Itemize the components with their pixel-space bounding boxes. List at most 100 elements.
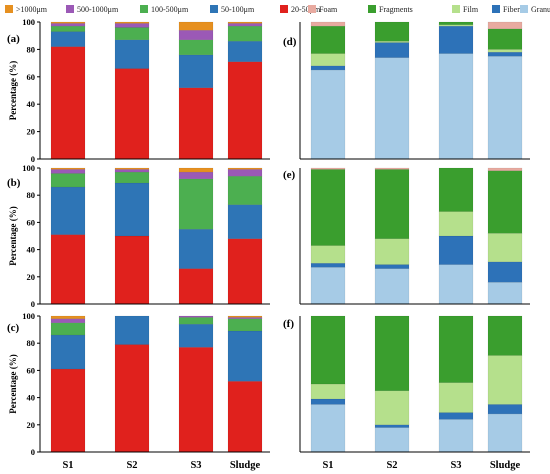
y-axis-label: Percentage (%)	[8, 206, 18, 266]
bar-segment	[50, 167, 86, 170]
bar-segment	[178, 30, 214, 41]
bar-segment	[487, 282, 523, 305]
bar-segment	[227, 238, 263, 305]
bar-segment	[438, 412, 474, 420]
bar-segment	[310, 263, 346, 268]
panel-label: (b)	[7, 177, 21, 189]
bar-segment	[50, 173, 86, 188]
size-legend-label: >1000μm	[16, 5, 48, 14]
bar-segment	[310, 21, 346, 27]
shape-legend-swatch	[308, 5, 316, 13]
bar-segment	[310, 404, 346, 453]
bar-segment	[487, 355, 523, 405]
chart-panel: (d)	[283, 21, 530, 160]
bar-segment	[114, 23, 150, 28]
bar-segment	[374, 268, 410, 305]
bar-segment	[438, 211, 474, 237]
size-legend-label: 100-500μm	[151, 5, 189, 14]
bar-segment	[114, 171, 150, 184]
bar-segment	[310, 398, 346, 405]
bar-segment	[227, 330, 263, 382]
size-legend-swatch	[66, 5, 74, 13]
bar-segment	[438, 382, 474, 413]
y-tick-label: 100	[22, 17, 35, 27]
bar-segment	[487, 167, 523, 171]
bar-segment	[114, 315, 150, 345]
bar-segment	[487, 233, 523, 263]
chart-panel: (e)	[283, 167, 530, 305]
bar-segment	[487, 28, 523, 50]
bar-segment	[50, 318, 86, 324]
y-tick-label: 20	[27, 127, 36, 137]
bar-segment	[227, 315, 263, 318]
bar-segment	[50, 368, 86, 453]
x-tick-label: Sludge	[490, 460, 521, 471]
x-tick-label: S2	[386, 460, 397, 471]
bar-segment	[178, 315, 214, 318]
bar-segment	[374, 427, 410, 453]
y-tick-label: 80	[27, 44, 36, 54]
bar-segment	[487, 21, 523, 30]
bar-segment	[374, 21, 410, 42]
bar-segment	[438, 53, 474, 160]
bar-segment	[438, 24, 474, 27]
bar-segment	[310, 53, 346, 67]
bar-segment	[178, 171, 214, 180]
bar-segment	[178, 178, 214, 230]
shape-legend-swatch	[492, 5, 500, 13]
bar-segment	[50, 322, 86, 336]
bar-segment	[178, 21, 214, 31]
chart-panel: 0 20 40 60 80 100 Percentage (%) (b)	[7, 163, 270, 309]
bar-segment	[114, 27, 150, 41]
bar-segment	[374, 40, 410, 43]
bar-segment	[227, 61, 263, 160]
size-legend-swatch	[140, 5, 148, 13]
shape-legend-swatch	[520, 5, 528, 13]
bar-segment	[438, 25, 474, 54]
bar-segment	[310, 267, 346, 305]
bar-segment	[374, 238, 410, 265]
bar-segment	[487, 170, 523, 234]
bar-segment	[227, 167, 263, 170]
x-tick-label: S1	[62, 460, 73, 471]
bar-segment	[50, 23, 86, 27]
size-legend-label: 500-1000μm	[77, 5, 119, 14]
bar-segment	[438, 315, 474, 383]
bar-segment	[438, 21, 474, 25]
y-tick-label: 0	[31, 154, 35, 164]
bar-segment	[178, 228, 214, 269]
bar-segment	[438, 419, 474, 453]
bar-segment	[374, 57, 410, 160]
bar-segment	[50, 46, 86, 160]
size-legend: >1000μm 500-1000μm 100-500μm 50-100μm 20-50μ…	[5, 5, 321, 14]
y-tick-label: 0	[31, 447, 35, 457]
bar-segment	[374, 42, 410, 58]
shape-legend-label: Fragments	[379, 5, 413, 14]
panel-label: (f)	[283, 318, 294, 330]
shape-legend-swatch	[368, 5, 376, 13]
bar-segment	[227, 23, 263, 27]
bar-segment	[227, 381, 263, 453]
y-tick-label: 80	[27, 338, 36, 348]
bar-segment	[310, 315, 346, 385]
y-tick-label: 20	[27, 420, 36, 430]
y-tick-label: 80	[27, 190, 36, 200]
bar-segment	[310, 167, 346, 170]
panel-label: (c)	[7, 322, 20, 334]
bar-segment	[50, 186, 86, 235]
shape-legend-label: Granules	[531, 5, 550, 14]
bar-segment	[438, 167, 474, 212]
bar-segment	[310, 169, 346, 246]
panel-label: (d)	[283, 36, 297, 48]
bar-segment	[227, 21, 263, 24]
bar-segment	[487, 404, 523, 415]
bar-segment	[114, 68, 150, 160]
shape-legend: Foam Fragments Film Fibers Granules	[308, 5, 550, 14]
panel-label: (e)	[283, 169, 296, 181]
x-tick-label: Sludge	[230, 460, 261, 471]
y-tick-label: 60	[27, 217, 36, 227]
bar-segment	[374, 169, 410, 239]
chart-panel: S1 S2 S3 Sludge (f)	[283, 315, 530, 471]
y-tick-label: 100	[22, 311, 35, 321]
bar-segment	[487, 315, 523, 356]
